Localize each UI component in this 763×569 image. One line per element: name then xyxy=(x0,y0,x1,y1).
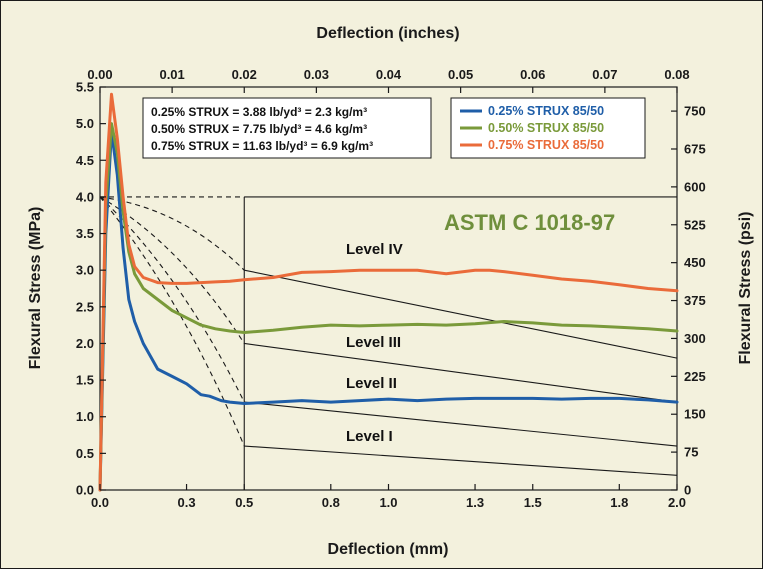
legend-box xyxy=(450,97,646,159)
x2-tick-label: 0.08 xyxy=(664,67,689,82)
level-boundary-line xyxy=(244,269,678,359)
x2-tick-label: 0.06 xyxy=(520,67,545,82)
series-lines xyxy=(98,92,679,492)
x2-tick-label: 0.03 xyxy=(304,67,329,82)
x2-tick-label: 0.07 xyxy=(592,67,617,82)
y2-tick-label: 225 xyxy=(684,369,706,384)
y2-tick-label: 600 xyxy=(684,179,706,194)
x-tick-label: 0.3 xyxy=(178,495,196,510)
y-tick-label: 2.0 xyxy=(76,336,94,351)
level-iv-label: Level IV xyxy=(346,241,403,258)
standard-label: ASTM C 1018-97 xyxy=(444,210,615,235)
y-tick-label: 0.0 xyxy=(76,483,94,498)
x2-tick-label: 0.05 xyxy=(448,67,473,82)
level-boundary-line xyxy=(244,401,678,447)
y-tick-label: 1.0 xyxy=(76,409,94,424)
x2-tick-label: 0.02 xyxy=(232,67,257,82)
y-tick-label: 2.5 xyxy=(76,299,94,314)
level-boundary-line xyxy=(244,342,678,403)
y2-axis-title: Flexural Stress (psi) xyxy=(737,212,754,365)
x-tick-label: 1.0 xyxy=(379,495,397,510)
y-axis-title: Flexural Stress (MPa) xyxy=(27,207,44,370)
dosage-note-3: 0.75% STRUX = 11.63 lb/yd³ = 6.9 kg/m³ xyxy=(151,139,373,153)
level-boundary-line xyxy=(244,445,678,476)
x-tick-label: 1.5 xyxy=(524,495,542,510)
x2-tick-label: 0.00 xyxy=(87,67,112,82)
x2-tick-label: 0.04 xyxy=(376,67,402,82)
level-dashed-curve xyxy=(99,196,245,447)
legend-label-0-25: 0.25% STRUX 85/50 xyxy=(488,104,604,118)
y2-tick-label: 450 xyxy=(684,255,706,270)
x-tick-label: 0.0 xyxy=(91,495,109,510)
y-tick-label: 1.5 xyxy=(76,373,94,388)
y-tick-label: 4.5 xyxy=(76,153,94,168)
y2-tick-label: 300 xyxy=(684,331,706,346)
y2-tick-label: 375 xyxy=(684,293,706,308)
x-tick-label: 0.5 xyxy=(235,495,253,510)
x-axis-title: Deflection (mm) xyxy=(328,541,449,558)
y-tick-label: 5.0 xyxy=(76,116,94,131)
level-ii-label: Level II xyxy=(346,375,397,392)
y2-tick-label: 0 xyxy=(684,483,691,498)
x-tick-label: 1.3 xyxy=(466,495,484,510)
y-tick-label: 3.0 xyxy=(76,263,94,278)
y2-tick-label: 675 xyxy=(684,141,706,156)
x-tick-label: 1.8 xyxy=(610,495,628,510)
x2-axis-title: Deflection (inches) xyxy=(316,25,459,42)
y-tick-label: 5.5 xyxy=(76,80,94,95)
series-line-0-75 xyxy=(98,92,679,492)
axis-ticks: 0.0 0.3 0.5 0.8 1.0 1.3 1.5 1.8 2.00.00 0.01 0.02 0… xyxy=(76,67,706,510)
dosage-note-1: 0.25% STRUX = 3.88 lb/yd³ = 2.3 kg/m³ xyxy=(151,105,367,119)
series-line-0-25 xyxy=(98,129,679,492)
x2-tick-label: 0.01 xyxy=(159,67,184,82)
dosage-note-2: 0.50% STRUX = 7.75 lb/yd³ = 4.6 kg/m³ xyxy=(151,122,367,136)
dosage-annotation-box xyxy=(142,97,432,159)
x-tick-label: 0.8 xyxy=(322,495,340,510)
y2-tick-label: 75 xyxy=(684,445,698,460)
y2-tick-label: 525 xyxy=(684,217,706,232)
y-tick-label: 3.5 xyxy=(76,226,94,241)
level-iii-label: Level III xyxy=(346,334,401,351)
y-tick-label: 0.5 xyxy=(76,446,94,461)
legend-label-0-75: 0.75% STRUX 85/50 xyxy=(488,138,604,152)
y2-tick-label: 750 xyxy=(684,104,706,119)
x-tick-label: 2.0 xyxy=(668,495,686,510)
y-tick-label: 4.0 xyxy=(76,189,94,204)
level-i-label: Level I xyxy=(346,428,393,445)
legend-label-0-50: 0.50% STRUX 85/50 xyxy=(488,121,604,135)
y2-tick-label: 150 xyxy=(684,407,706,422)
